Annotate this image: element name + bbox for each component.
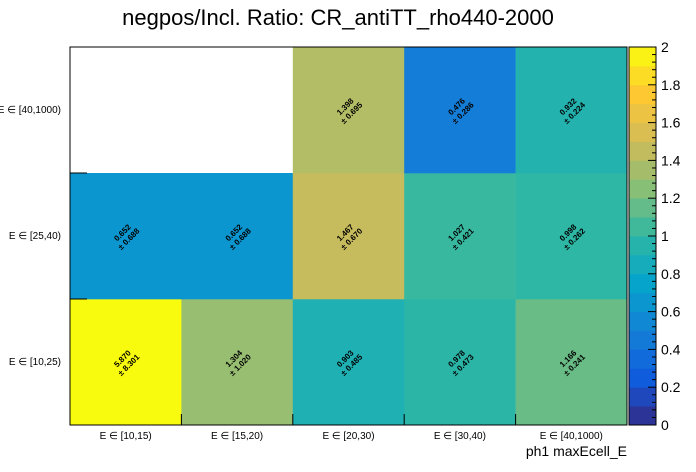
z-tick-label: 0.4	[661, 341, 681, 357]
heatmap-cell	[292, 299, 405, 426]
heatmap-cell	[515, 299, 628, 426]
heatmap-cell	[404, 47, 516, 174]
z-tick-label: 0.2	[661, 379, 681, 395]
color-scale-step	[629, 292, 656, 312]
color-scale-step	[629, 47, 656, 67]
x-tick-label: E ∈ [40,1000)	[540, 431, 603, 442]
z-tick-label: 1.2	[661, 190, 681, 206]
heatmap-cell	[515, 173, 628, 300]
heatmap-cell	[181, 299, 294, 426]
color-scale-step	[629, 311, 656, 331]
color-scale-step	[629, 236, 656, 256]
heatmap-cell	[515, 47, 628, 174]
heatmap-cell	[70, 173, 182, 300]
heatmap-cell	[181, 173, 294, 300]
y-tick-label: E ∈ [10,25)	[9, 357, 61, 368]
color-scale-step	[629, 103, 656, 123]
z-tick-label: 0	[661, 417, 669, 433]
z-tick-label: 1	[661, 228, 669, 244]
color-scale-step	[629, 141, 656, 161]
color-scale-step	[629, 387, 656, 407]
color-scale-step	[629, 273, 656, 294]
heatmap-cell	[292, 173, 405, 300]
chart-title: negpos/Incl. Ratio: CR_antiTT_rho440-200…	[122, 5, 554, 30]
color-scale-step	[629, 84, 656, 105]
color-scale-step	[629, 254, 656, 275]
z-tick-label: 2	[661, 39, 669, 55]
x-axis-title: ph1 maxEcell_E	[526, 443, 627, 459]
x-tick-label: E ∈ [30,40)	[434, 431, 486, 442]
heatmap-cells	[70, 47, 628, 426]
axes: E ∈ [10,15) E ∈ [15,20) E ∈ [20,30) E ∈ [30…	[0, 46, 628, 442]
color-scale-step	[629, 179, 656, 199]
color-scale-step	[629, 198, 656, 218]
heatmap-cell	[404, 173, 516, 300]
x-tick-label: E ∈ [15,20)	[211, 431, 263, 442]
color-scale-step	[629, 65, 656, 86]
color-scale-step	[629, 349, 656, 369]
color-scale-step	[629, 406, 656, 426]
y-tick-label: E ∈ [25,40)	[9, 231, 61, 242]
color-scale-step	[629, 368, 656, 388]
color-scale-step	[629, 330, 656, 350]
y-tick-label: E ∈ [40,1000)	[0, 105, 61, 116]
z-tick-label: 0.6	[661, 304, 681, 320]
z-tick-label: 1.6	[661, 115, 681, 131]
z-tick-label: 1.8	[661, 77, 681, 93]
heatmap-cell	[292, 47, 405, 174]
z-tick-label: 1.4	[661, 152, 681, 168]
heatmap-cell	[70, 299, 182, 426]
color-scale-step	[629, 217, 656, 237]
color-scale-step	[629, 160, 656, 180]
plot-frame	[69, 46, 628, 426]
z-tick-label: 0.8	[661, 266, 681, 282]
color-scale-bar: 0 0.2 0.4 0.6 0.8 1 1.2 1.4 1.6 1.8 2	[628, 39, 681, 433]
x-tick-label: E ∈ [10,15)	[100, 431, 152, 442]
x-tick-label: E ∈ [20,30)	[322, 431, 374, 442]
color-scale-step	[629, 122, 656, 142]
heatmap-cell	[404, 299, 516, 426]
